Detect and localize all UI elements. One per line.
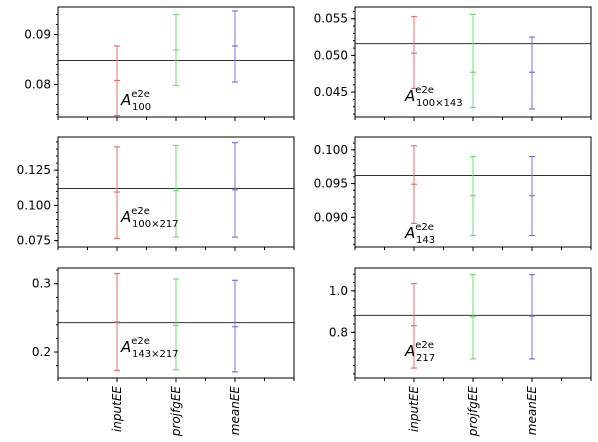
y-tick-label: 0.08: [24, 78, 51, 92]
errorbar-inputEE: [411, 145, 417, 224]
y-tick-label: 0.090: [314, 210, 348, 224]
panel-6: 0.8 1.0 Ae2e 217 inputEE projfgEE meanEE: [329, 267, 592, 438]
y-tick-label: 0.100: [17, 198, 51, 212]
panel-annotation: Ae2e 217: [404, 340, 435, 364]
errorbar-projfgEE: [173, 278, 179, 371]
errorbar-inputEE: [411, 282, 417, 369]
x-tick-label: inputEE: [407, 386, 421, 432]
y-tick-label: 0.2: [32, 345, 51, 359]
x-tick-label: meanEE: [228, 386, 242, 436]
y-tick-label: 1.0: [329, 284, 348, 298]
panel-4: 0.090 0.095 0.100 Ae2e 143: [314, 136, 592, 251]
errorbar-inputEE: [114, 45, 120, 117]
panel-3: 0.075 0.100 0.125 Ae2e 100×217: [17, 136, 295, 251]
errorbar-projfgEE: [173, 144, 179, 238]
panel-annotation: Ae2e 143×217: [120, 336, 179, 360]
panel-annotation: Ae2e 100×143: [404, 85, 463, 109]
y-tick-label: 0.075: [17, 234, 51, 248]
errorbar-inputEE: [411, 15, 417, 90]
panel-2: 0.045 0.050 0.055 Ae2e 100×143: [314, 6, 592, 121]
errorbar-inputEE: [114, 272, 120, 372]
y-tick-label: 0.125: [17, 163, 51, 177]
panel-1: 0.08 0.09 Ae2e 100: [24, 6, 295, 121]
y-tick-label: 0.095: [314, 177, 348, 191]
errorbar-projfgEE: [173, 13, 179, 87]
errorbar-meanEE: [529, 155, 535, 237]
y-tick-label: 0.8: [329, 325, 348, 339]
y-tick-label: 0.3: [32, 277, 51, 291]
panel-5: 0.2 0.3 Ae2e 143×217 inputEE projfgEE meanEE: [32, 267, 295, 438]
y-tick-label: 0.045: [314, 85, 348, 99]
errorbar-projfgEE: [470, 13, 476, 109]
errorbar-projfgEE: [470, 274, 476, 360]
x-tick-label: inputEE: [110, 386, 124, 432]
x-tick-label: meanEE: [525, 386, 539, 436]
x-tick-label: projfgEE: [466, 386, 480, 438]
errorbar-meanEE: [529, 36, 535, 110]
errorbar-inputEE: [114, 146, 120, 240]
panel-annotation: Ae2e 100×217: [120, 206, 179, 230]
y-tick-label: 0.050: [314, 48, 348, 62]
errorbar-meanEE: [232, 279, 238, 373]
errorbar-meanEE: [529, 274, 535, 360]
errorbar-meanEE: [232, 142, 238, 238]
panel-annotation: Ae2e 100: [120, 89, 151, 113]
y-tick-label: 0.09: [24, 28, 51, 42]
x-tick-label: projfgEE: [169, 386, 183, 438]
y-tick-label: 0.055: [314, 12, 348, 26]
errorbar-meanEE: [232, 10, 238, 83]
errorbar-projfgEE: [470, 155, 476, 237]
panel-annotation: Ae2e 143: [404, 222, 435, 246]
y-tick-label: 0.100: [314, 143, 348, 157]
